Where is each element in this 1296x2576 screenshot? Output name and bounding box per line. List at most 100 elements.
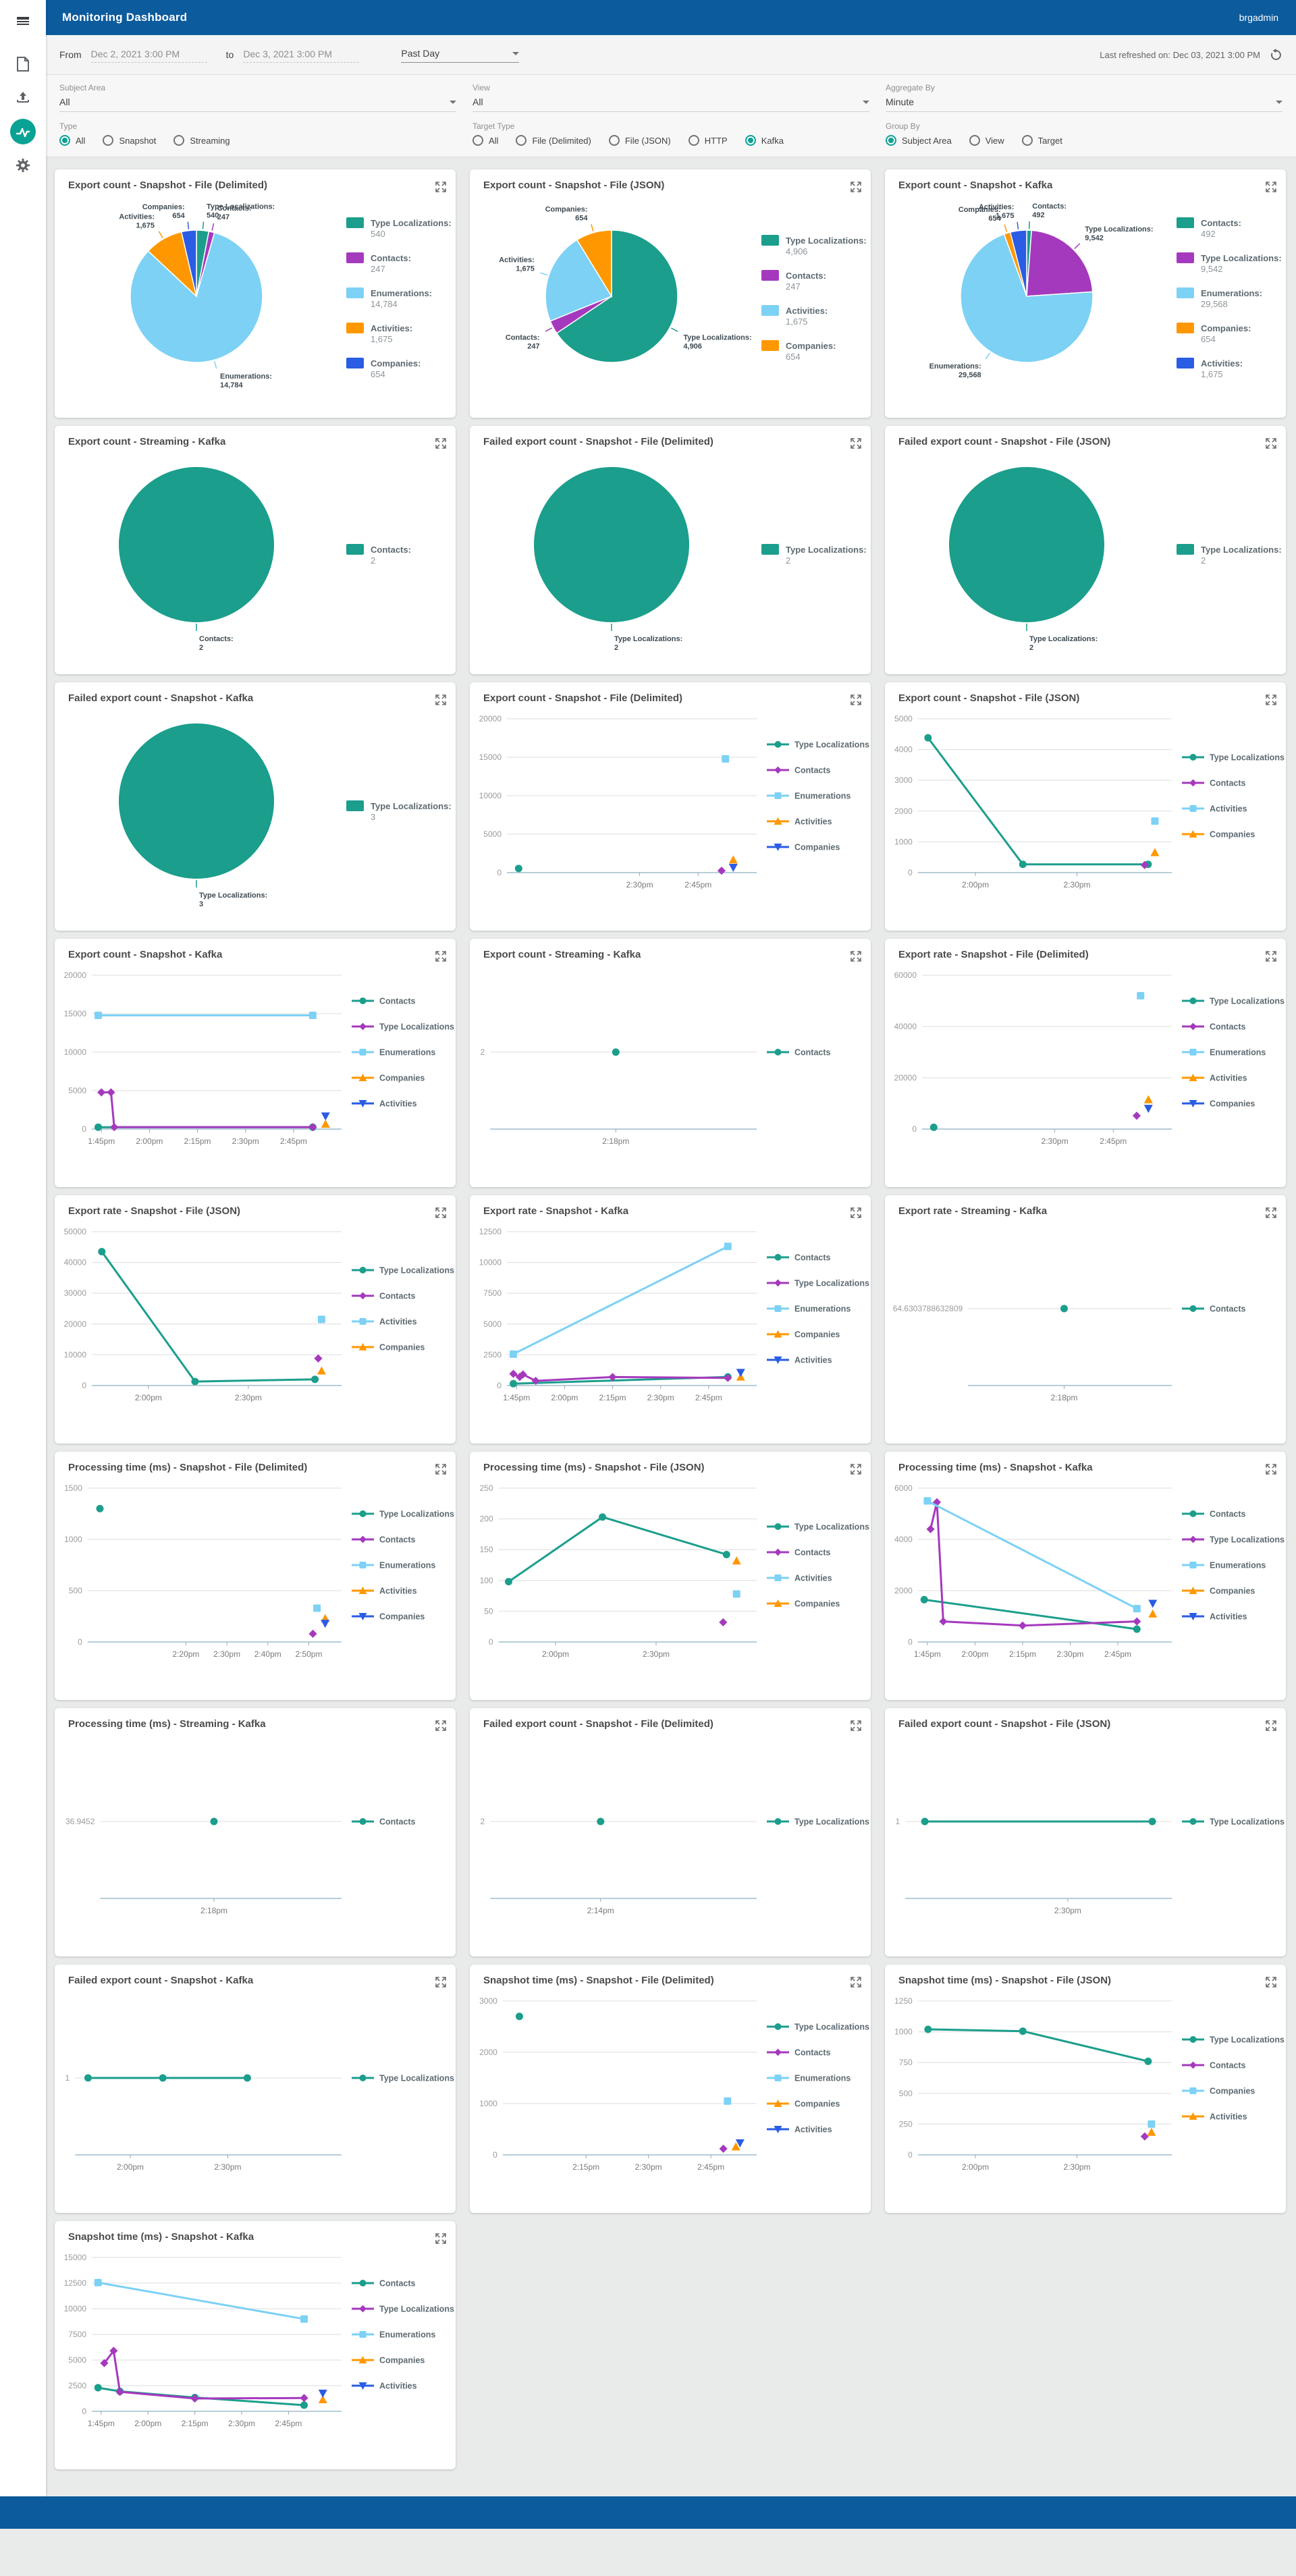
svg-text:2: 2 bbox=[371, 555, 375, 566]
expand-icon[interactable] bbox=[1264, 180, 1278, 194]
svg-text:2:45pm: 2:45pm bbox=[684, 880, 711, 889]
expand-icon[interactable] bbox=[434, 1462, 448, 1476]
from-date-input[interactable]: Dec 2, 2021 3:00 PM bbox=[90, 47, 207, 63]
expand-icon[interactable] bbox=[434, 693, 448, 707]
radio-label: Target bbox=[1037, 135, 1062, 146]
expand-icon[interactable] bbox=[849, 950, 863, 963]
monitoring-icon[interactable] bbox=[0, 115, 46, 148]
expand-icon[interactable] bbox=[1264, 1206, 1278, 1220]
expand-icon[interactable] bbox=[849, 1206, 863, 1220]
radio-all[interactable]: All bbox=[59, 135, 85, 146]
expand-icon[interactable] bbox=[849, 1975, 863, 1989]
chart-title: Processing time (ms) - Snapshot - File (… bbox=[483, 1462, 705, 1473]
radio-circle bbox=[59, 135, 70, 146]
refresh-icon[interactable] bbox=[1270, 48, 1282, 61]
radio-streaming[interactable]: Streaming bbox=[173, 135, 230, 146]
legend-item: Activities bbox=[1182, 804, 1247, 814]
data-point-marker bbox=[300, 2394, 308, 2403]
chart-card: Failed export count - Snapshot - File (D… bbox=[470, 426, 871, 674]
axes: 2 2:18pm bbox=[481, 1047, 757, 1146]
expand-icon[interactable] bbox=[1264, 1462, 1278, 1476]
range-select[interactable]: Past Day bbox=[401, 47, 520, 63]
line-chart: 0 1000 2000 3000 4000 5000 2:00pm 2:30pm Type Lo… bbox=[894, 714, 1285, 889]
series-contacts bbox=[210, 1817, 218, 1826]
expand-icon[interactable] bbox=[434, 1206, 448, 1220]
expand-icon[interactable] bbox=[434, 180, 448, 194]
expand-icon[interactable] bbox=[1264, 693, 1278, 707]
data-point-marker bbox=[599, 1513, 607, 1521]
radio-label: Streaming bbox=[190, 135, 230, 146]
data-point-marker bbox=[939, 1617, 948, 1626]
data-point-marker bbox=[612, 1048, 620, 1056]
radio-view[interactable]: View bbox=[969, 135, 1004, 146]
radio-target[interactable]: Target bbox=[1021, 135, 1062, 146]
legend-item: Contacts:2 bbox=[346, 544, 411, 566]
svg-text:Enumerations:: Enumerations: bbox=[1201, 288, 1262, 298]
expand-icon[interactable] bbox=[849, 437, 863, 450]
data-point-marker bbox=[722, 1550, 730, 1558]
view-select[interactable]: All bbox=[473, 97, 869, 112]
svg-text:0: 0 bbox=[489, 1637, 493, 1647]
radio-http[interactable]: HTTP bbox=[688, 135, 728, 146]
settings-gear-icon[interactable] bbox=[0, 148, 46, 182]
radio-kafka[interactable]: Kafka bbox=[745, 135, 784, 146]
svg-text:Type Localizations: Type Localizations bbox=[1210, 997, 1285, 1006]
expand-icon[interactable] bbox=[434, 950, 448, 963]
range-select-value: Past Day bbox=[401, 48, 440, 59]
legend-item: Contacts bbox=[352, 1535, 416, 1545]
upload-icon[interactable] bbox=[0, 81, 46, 115]
series-activities bbox=[732, 1590, 740, 1598]
expand-icon[interactable] bbox=[434, 437, 448, 450]
radio-file-delimited-[interactable]: File (Delimited) bbox=[516, 135, 591, 146]
expand-icon[interactable] bbox=[849, 1462, 863, 1476]
radio-file-json-[interactable]: File (JSON) bbox=[608, 135, 671, 146]
data-point-marker bbox=[774, 792, 782, 799]
expand-icon[interactable] bbox=[1264, 1975, 1278, 1989]
pie-label-value: 9,542 bbox=[1085, 234, 1104, 242]
menu-icon[interactable] bbox=[0, 0, 46, 35]
expand-icon[interactable] bbox=[849, 1719, 863, 1732]
legend-item: Enumerations:29,568 bbox=[1177, 287, 1262, 309]
data-point-marker bbox=[317, 1366, 326, 1375]
chart-title: Failed export count - Snapshot - File (J… bbox=[898, 1718, 1111, 1730]
target-type-filter: Target Type All File (Delimited) File (JSO… bbox=[473, 121, 869, 146]
to-date-input[interactable]: Dec 3, 2021 3:00 PM bbox=[243, 47, 360, 63]
chart-card: Export count - Snapshot - File (Delimite… bbox=[55, 169, 456, 418]
data-point-marker bbox=[107, 1088, 115, 1097]
pie-label: Type Localizations: bbox=[614, 635, 682, 643]
legend-item: Type Localizations bbox=[352, 2305, 454, 2314]
legend-item: Type Localizations bbox=[767, 740, 869, 750]
expand-icon[interactable] bbox=[1264, 950, 1278, 963]
svg-text:Contacts: Contacts bbox=[1210, 779, 1246, 788]
document-icon[interactable] bbox=[0, 47, 46, 81]
legend-item: Activities bbox=[767, 2125, 832, 2135]
series-activities bbox=[1143, 1095, 1153, 1103]
radio-subject-area[interactable]: Subject Area bbox=[886, 135, 952, 146]
expand-icon[interactable] bbox=[434, 1719, 448, 1732]
svg-text:500: 500 bbox=[69, 1586, 82, 1595]
chart-title: Export count - Snapshot - File (Delimite… bbox=[483, 692, 683, 704]
subject-area-select[interactable]: All bbox=[59, 97, 456, 112]
radio-snapshot[interactable]: Snapshot bbox=[103, 135, 156, 146]
expand-icon[interactable] bbox=[1264, 1719, 1278, 1732]
data-point-marker bbox=[1143, 1095, 1153, 1103]
expand-icon[interactable] bbox=[849, 180, 863, 194]
data-point-marker bbox=[359, 2305, 367, 2313]
data-point-marker bbox=[514, 865, 522, 873]
svg-text:2:00pm: 2:00pm bbox=[542, 1649, 569, 1659]
legend-item: Type Localizations:9,542 bbox=[1177, 252, 1282, 274]
expand-icon[interactable] bbox=[1264, 437, 1278, 450]
expand-icon[interactable] bbox=[434, 1975, 448, 1989]
username[interactable]: brgadmin bbox=[1239, 12, 1278, 23]
expand-icon[interactable] bbox=[434, 2232, 448, 2245]
radio-label: All bbox=[489, 135, 499, 146]
svg-text:Activities: Activities bbox=[794, 1356, 832, 1365]
pie-chart: Type Localizations:4,906Contacts:247Acti… bbox=[499, 205, 867, 363]
svg-text:2:00pm: 2:00pm bbox=[117, 2162, 144, 2172]
expand-icon[interactable] bbox=[849, 693, 863, 707]
data-point-marker bbox=[731, 2142, 740, 2151]
chart-title: Export rate - Snapshot - File (Delimited… bbox=[898, 949, 1089, 960]
svg-text:2:50pm: 2:50pm bbox=[295, 1649, 322, 1659]
aggregate-by-select[interactable]: Minute bbox=[886, 97, 1282, 112]
radio-all[interactable]: All bbox=[473, 135, 498, 146]
